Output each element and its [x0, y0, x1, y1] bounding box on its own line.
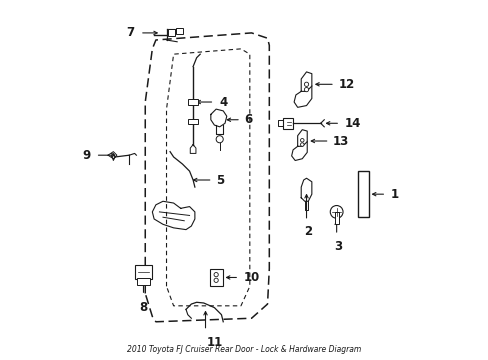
Circle shape — [304, 82, 308, 86]
Text: 7: 7 — [126, 26, 134, 39]
Bar — [209, 269, 222, 286]
Bar — [357, 171, 368, 217]
Bar — [188, 119, 198, 124]
Text: 9: 9 — [82, 149, 90, 162]
Bar — [176, 28, 183, 34]
Bar — [134, 265, 152, 279]
Bar — [137, 278, 149, 284]
Text: 6: 6 — [244, 113, 252, 126]
Text: 4: 4 — [219, 95, 227, 108]
Text: 3: 3 — [334, 240, 342, 253]
Circle shape — [300, 139, 304, 142]
Circle shape — [214, 273, 218, 277]
Circle shape — [216, 136, 223, 143]
Circle shape — [214, 278, 218, 283]
Text: 1: 1 — [390, 188, 398, 201]
Text: 2: 2 — [304, 225, 312, 238]
Text: 10: 10 — [244, 271, 260, 284]
Text: 12: 12 — [338, 78, 354, 91]
Text: 11: 11 — [206, 336, 222, 349]
Text: 13: 13 — [332, 135, 348, 148]
Text: 2010 Toyota FJ Cruiser Rear Door - Lock & Hardware Diagram: 2010 Toyota FJ Cruiser Rear Door - Lock … — [127, 345, 361, 354]
Circle shape — [300, 143, 304, 146]
Text: 5: 5 — [216, 174, 224, 186]
Bar — [334, 212, 338, 224]
Text: 8: 8 — [139, 301, 147, 314]
Bar — [188, 99, 198, 105]
Circle shape — [304, 87, 308, 92]
Bar — [283, 118, 293, 129]
Text: 14: 14 — [344, 117, 360, 130]
Circle shape — [329, 206, 343, 218]
Bar — [168, 29, 174, 36]
